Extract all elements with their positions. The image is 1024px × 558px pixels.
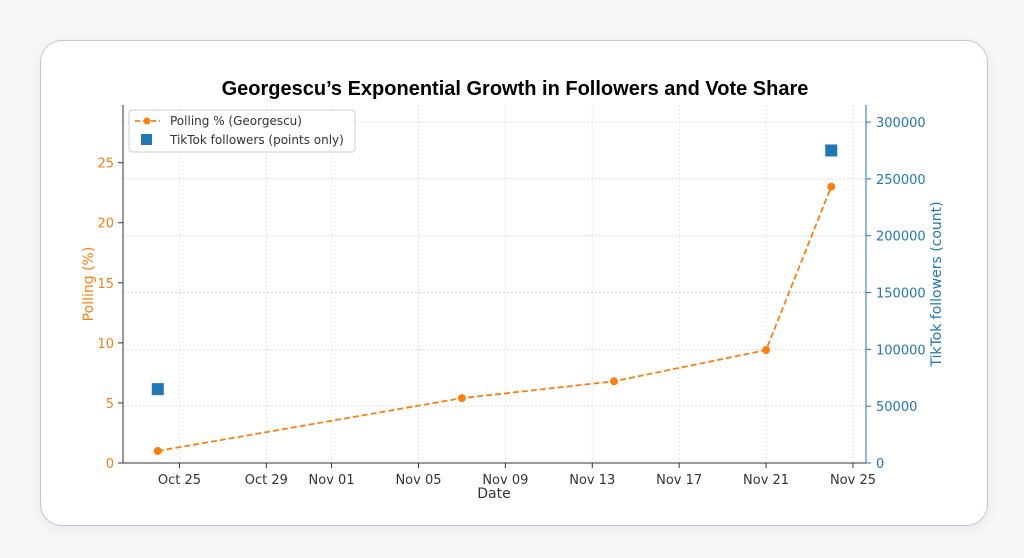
polling-point bbox=[457, 394, 466, 403]
y-tick-label: 10 bbox=[97, 337, 114, 352]
legend: Polling % (Georgescu) TikTok followers (… bbox=[128, 109, 356, 153]
x-tick-label: Oct 25 bbox=[158, 473, 201, 488]
polling-point bbox=[609, 377, 618, 386]
tiktok-point bbox=[151, 383, 164, 396]
polling-point bbox=[827, 182, 836, 191]
legend-square-marker bbox=[141, 134, 152, 145]
x-tick-label: Nov 13 bbox=[569, 473, 615, 488]
y2-tick-label: 100000 bbox=[876, 343, 926, 358]
y2-tick-label: 150000 bbox=[876, 287, 926, 302]
y2-axis-label: TikTok followers (count) bbox=[929, 201, 945, 367]
x-axis-label: Date bbox=[477, 486, 510, 502]
y-tick-label: 20 bbox=[97, 217, 114, 232]
y-tick-label: 15 bbox=[97, 277, 114, 292]
polling-point bbox=[153, 446, 162, 455]
y2-tick-label: 250000 bbox=[876, 173, 926, 188]
y-tick-label: 5 bbox=[106, 397, 114, 412]
x-tick-label: Nov 01 bbox=[309, 473, 355, 488]
x-tick-label: Oct 29 bbox=[245, 473, 288, 488]
x-tick-label: Nov 09 bbox=[482, 473, 528, 488]
chart-title: Georgescu’s Exponential Growth in Follow… bbox=[222, 78, 809, 100]
y-tick-label: 25 bbox=[97, 157, 114, 172]
polling-line bbox=[157, 186, 833, 452]
x-tick-label: Nov 21 bbox=[743, 473, 789, 488]
x-tick-label: Nov 25 bbox=[830, 473, 876, 488]
x-tick-label: Nov 17 bbox=[656, 473, 702, 488]
legend-polling: Polling % (Georgescu) bbox=[170, 114, 302, 128]
polling-point bbox=[762, 346, 771, 355]
tiktok-point bbox=[825, 144, 838, 157]
y-tick-label: 0 bbox=[106, 457, 114, 472]
y2-tick-label: 0 bbox=[876, 457, 884, 472]
x-tick-label: Nov 05 bbox=[395, 473, 441, 488]
y2-tick-label: 300000 bbox=[876, 116, 926, 131]
y2-tick-label: 200000 bbox=[876, 230, 926, 245]
legend-tiktok: TikTok followers (points only) bbox=[169, 133, 344, 147]
y-axis-label: Polling (%) bbox=[81, 247, 97, 322]
legend-dot-marker bbox=[143, 117, 151, 125]
y2-tick-label: 50000 bbox=[876, 400, 917, 415]
